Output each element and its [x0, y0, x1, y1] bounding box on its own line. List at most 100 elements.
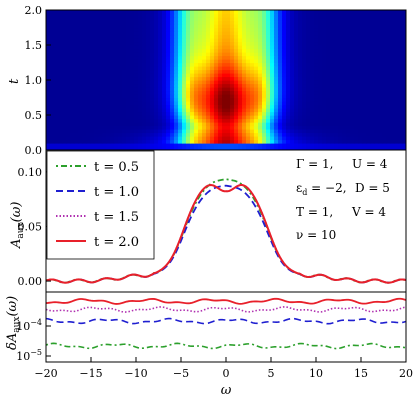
- heatmap-cell: [350, 80, 355, 85]
- heatmap-cell: [234, 34, 239, 39]
- heatmap-cell: [170, 10, 175, 15]
- heatmap-cell: [310, 132, 315, 137]
- heatmap-cell: [242, 55, 247, 60]
- heatmap-cell: [398, 76, 403, 81]
- heatmap-cell: [110, 17, 115, 22]
- heatmap-cell: [194, 17, 199, 22]
- heatmap-cell: [102, 83, 107, 88]
- heatmap-cell: [310, 62, 315, 67]
- heatmap-cell: [394, 38, 399, 43]
- heatmap-cell: [78, 146, 83, 150]
- heatmap-cell: [250, 125, 255, 130]
- heatmap-cell: [346, 48, 351, 53]
- heatmap-cell: [126, 122, 131, 127]
- heatmap-cell: [202, 73, 207, 78]
- heatmap-cell: [262, 118, 267, 123]
- heatmap-cell: [146, 13, 151, 18]
- heatmap-cell: [218, 52, 223, 57]
- heatmap-cell: [374, 62, 379, 67]
- heatmap-cell: [374, 101, 379, 106]
- heatmap-cell: [70, 59, 75, 64]
- heatmap-cell: [102, 122, 107, 127]
- heatmap-cell: [278, 97, 283, 102]
- heatmap-cell: [74, 52, 79, 57]
- heatmap-cell: [206, 108, 211, 113]
- heatmap-cell: [402, 111, 406, 116]
- heatmap-cell: [402, 83, 406, 88]
- heatmap-cell: [354, 101, 359, 106]
- heatmap-cell: [150, 132, 155, 137]
- heatmap-cell: [138, 69, 143, 74]
- heatmap-cell: [82, 41, 87, 46]
- heatmap-cell: [242, 87, 247, 92]
- heatmap-cell: [166, 104, 171, 109]
- heatmap-cell: [286, 87, 291, 92]
- heatmap-cell: [374, 80, 379, 85]
- heatmap-cell: [398, 27, 403, 32]
- heatmap-cell: [170, 87, 175, 92]
- heatmap-cell: [386, 66, 391, 71]
- heatmap-cell: [366, 108, 371, 113]
- heatmap-cell: [222, 76, 227, 81]
- heatmap-cell: [62, 24, 67, 29]
- heatmap-cell: [274, 38, 279, 43]
- heatmap-cell: [278, 111, 283, 116]
- heatmap-cell: [306, 38, 311, 43]
- heatmap-cell: [98, 80, 103, 85]
- heatmap-cell: [222, 136, 227, 141]
- heatmap-cell: [390, 76, 395, 81]
- heatmap-cell: [354, 146, 359, 150]
- heatmap-cell: [118, 132, 123, 137]
- heatmap-cell: [382, 41, 387, 46]
- heatmap-cell: [334, 52, 339, 57]
- heatmap-cell: [358, 27, 363, 32]
- heatmap-cell: [138, 34, 143, 39]
- heatmap-cell: [90, 136, 95, 141]
- heatmap-cell: [78, 87, 83, 92]
- heatmap-cell: [130, 146, 135, 150]
- heatmap-cell: [226, 97, 231, 102]
- heatmap-cell: [386, 52, 391, 57]
- heatmap-cell: [306, 13, 311, 18]
- heatmap-cell: [382, 83, 387, 88]
- heatmap-cell: [266, 20, 271, 25]
- heatmap-cell: [126, 90, 131, 95]
- heatmap-cell: [134, 10, 139, 15]
- heatmap-cell: [138, 31, 143, 36]
- heatmap-cell: [82, 136, 87, 141]
- heatmap-cell: [70, 122, 75, 127]
- heatmap-cell: [50, 136, 55, 141]
- heatmap-cell: [334, 101, 339, 106]
- heatmap-cell: [254, 24, 259, 29]
- heatmap-cell: [310, 20, 315, 25]
- heatmap-cell: [262, 143, 267, 148]
- heatmap-cell: [70, 48, 75, 53]
- heatmap-cell: [186, 125, 191, 130]
- heatmap-cell: [378, 69, 383, 74]
- heatmap-cell: [154, 143, 159, 148]
- heatmap-cell: [214, 34, 219, 39]
- spectrum-line-3: [46, 184, 406, 284]
- heatmap-cell: [154, 45, 159, 50]
- heatmap-cell: [78, 73, 83, 78]
- heatmap-cell: [390, 101, 395, 106]
- heatmap-cell: [58, 34, 63, 39]
- heatmap-cell: [142, 146, 147, 150]
- heatmap-cell: [166, 66, 171, 71]
- heatmap-cell: [366, 83, 371, 88]
- heatmap-cell: [254, 94, 259, 99]
- heatmap-cell: [238, 41, 243, 46]
- heatmap-cell: [138, 139, 143, 144]
- heatmap-cell: [238, 125, 243, 130]
- heatmap-cell: [178, 87, 183, 92]
- heatmap-cell: [322, 31, 327, 36]
- heatmap-cell: [242, 10, 247, 15]
- heatmap-cell: [362, 80, 367, 85]
- heatmap-cell: [170, 104, 175, 109]
- heatmap-cell: [162, 62, 167, 67]
- heatmap-cell: [150, 111, 155, 116]
- heatmap-cell: [298, 108, 303, 113]
- heatmap-cell: [198, 34, 203, 39]
- heatmap-cell: [366, 115, 371, 120]
- heatmap-cell: [242, 17, 247, 22]
